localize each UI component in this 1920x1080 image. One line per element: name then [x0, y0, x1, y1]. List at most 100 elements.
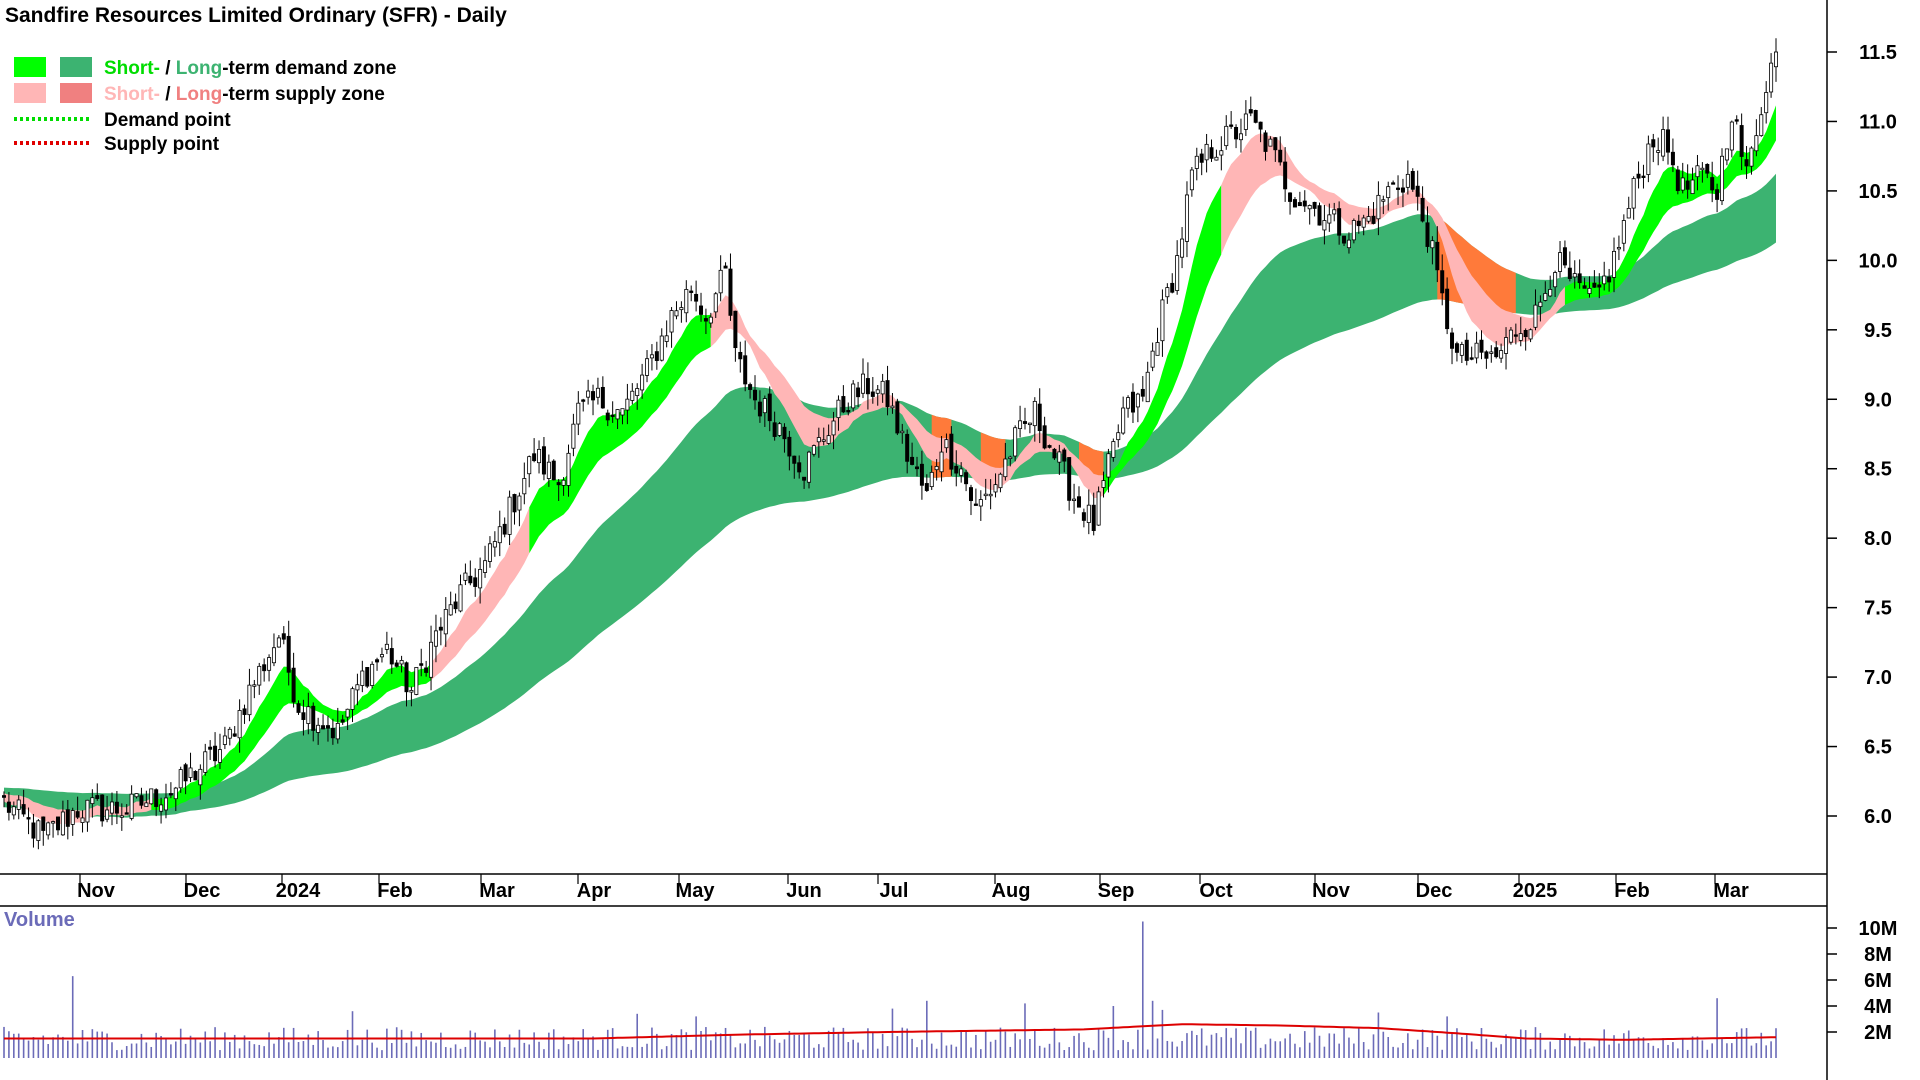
- candle-body: [1631, 178, 1636, 209]
- candle-body: [1224, 125, 1229, 147]
- candle-body: [610, 414, 615, 417]
- candle-body: [1253, 110, 1258, 123]
- candle-body: [183, 764, 188, 782]
- candle-body: [600, 386, 605, 409]
- candle-body: [1543, 293, 1548, 301]
- candle-body: [851, 383, 856, 409]
- candle-body: [1140, 388, 1145, 397]
- candle-body: [213, 745, 218, 762]
- candle-body: [1022, 421, 1027, 424]
- candle-body: [1312, 201, 1317, 209]
- candle-body: [919, 463, 924, 486]
- x-tick-label: 2025: [1513, 880, 1558, 902]
- candle-body: [1008, 456, 1013, 459]
- candle-body: [26, 817, 31, 820]
- x-tick-label: Mar: [1713, 880, 1749, 902]
- candle-body: [109, 801, 114, 814]
- candle-body: [723, 265, 728, 269]
- candle-body: [1258, 121, 1263, 130]
- candle-body: [581, 399, 586, 402]
- candle-body: [1204, 143, 1209, 161]
- candle-body: [95, 795, 100, 799]
- candle-body: [1494, 347, 1499, 358]
- candle-body: [1037, 403, 1042, 432]
- candle-body: [497, 526, 502, 544]
- candle-body: [910, 456, 915, 465]
- candle-body: [394, 662, 399, 667]
- candle-body: [149, 788, 154, 805]
- candle-body: [767, 393, 772, 422]
- candle-body: [306, 706, 311, 724]
- candle-body: [1052, 448, 1057, 459]
- price-tick-label: 11.5: [1859, 42, 1897, 64]
- candle-body: [1685, 180, 1690, 190]
- candle-body: [1425, 222, 1430, 247]
- candle-body: [964, 472, 969, 485]
- candle-body: [404, 662, 409, 693]
- price-tick-label: 10.5: [1859, 181, 1898, 203]
- candle-body: [669, 310, 674, 333]
- candle-body: [419, 663, 424, 666]
- candle-body: [281, 633, 286, 640]
- price-tick-label: 10.0: [1859, 250, 1898, 272]
- candle-body: [90, 797, 95, 805]
- candle-body: [797, 462, 802, 473]
- candle-body: [1165, 287, 1170, 298]
- candle-body: [792, 455, 797, 464]
- candle-body: [1160, 299, 1165, 342]
- candle-body: [217, 749, 222, 763]
- candle-body: [1057, 451, 1062, 463]
- candle-body: [998, 473, 1003, 489]
- legend: Short- / Long-term demand zone Short- / …: [14, 57, 396, 155]
- candle-body: [1346, 239, 1351, 249]
- price-y-ticks: 6.0 6.5 7.0 7.5 8.0 8.5 9.0 9.5 10.0 10.5 11.0 11.5: [1827, 42, 1897, 828]
- candle-body: [1729, 121, 1734, 151]
- legend-demand-short: Short-: [104, 58, 160, 79]
- candle-body: [1469, 357, 1474, 360]
- candle-body: [1759, 114, 1764, 137]
- candle-body: [414, 667, 419, 695]
- candle-body: [1607, 276, 1612, 283]
- candle-body: [811, 445, 816, 455]
- x-tick-label: Feb: [377, 880, 413, 902]
- candle-body: [777, 423, 782, 436]
- candle-body: [743, 355, 748, 385]
- candle-body: [1504, 337, 1509, 354]
- candle-body: [271, 647, 276, 664]
- candle-body: [1405, 173, 1410, 188]
- candle-body: [1592, 282, 1597, 288]
- candle-body: [21, 804, 26, 815]
- candle-body: [1454, 343, 1459, 353]
- candle-body: [1661, 129, 1666, 157]
- candle-body: [316, 724, 321, 733]
- candle-body: [301, 712, 306, 720]
- candle-body: [1003, 458, 1008, 478]
- candle-body: [286, 635, 291, 673]
- candle-body: [561, 479, 566, 486]
- candle-body: [807, 451, 812, 483]
- candle-body: [802, 476, 807, 481]
- candle-body: [1538, 301, 1543, 307]
- candle-body: [1435, 241, 1440, 271]
- candle-body: [1641, 175, 1646, 178]
- candle-body: [458, 584, 463, 612]
- candle-body: [1214, 156, 1219, 161]
- candle-body: [345, 708, 350, 718]
- candle-body: [1184, 194, 1189, 242]
- candle-body: [173, 787, 178, 800]
- candle-body: [576, 402, 581, 425]
- x-tick-label: Feb: [1614, 880, 1650, 902]
- candle-body: [1366, 216, 1371, 222]
- candle-body: [291, 667, 296, 703]
- candle-body: [1013, 427, 1018, 457]
- candle-body: [546, 461, 551, 479]
- x-tick-label: May: [676, 880, 716, 902]
- candle-body: [124, 812, 129, 815]
- candle-body: [384, 643, 389, 650]
- candle-body: [1499, 350, 1504, 359]
- volume-plot-area: [3, 921, 1777, 1058]
- volume-average-line: [4, 1023, 1777, 1041]
- candle-body: [861, 373, 866, 394]
- candle-body: [389, 648, 394, 665]
